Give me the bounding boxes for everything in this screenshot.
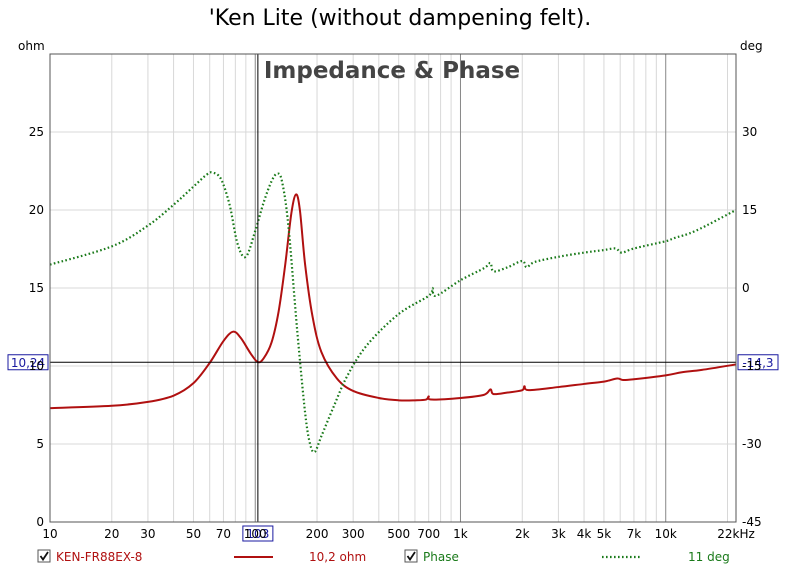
- legend-checkbox-phase-check: [406, 551, 416, 562]
- y-right-tick-label: -30: [742, 437, 762, 451]
- x-tick-label: 10: [42, 527, 57, 541]
- impedance-curve: [49, 193, 737, 410]
- x-tick-label: 2k: [515, 527, 530, 541]
- legend-impedance-name: KEN-FR88EX-8: [56, 550, 142, 564]
- x-tick-label: 70: [216, 527, 231, 541]
- cursor-layer[interactable]: 10,24 -14,3 103: [7, 54, 779, 542]
- legend: KEN-FR88EX-8 10,2 ohm Phase 11 deg: [37, 549, 730, 564]
- y-left-tick-label: 20: [29, 203, 44, 217]
- cursor-y-left-label: 10,24: [11, 356, 45, 370]
- x-tick-label: 22kHz: [717, 527, 755, 541]
- cursor-x-label-box: [242, 525, 274, 542]
- x-tick-label: 500: [387, 527, 410, 541]
- x-tick-label: 20: [104, 527, 119, 541]
- cursor-x-label: 103: [246, 527, 269, 541]
- legend-checkbox-impedance-check: [39, 551, 49, 562]
- x-tick-label: 7k: [627, 527, 642, 541]
- y-right-tick-label: 15: [742, 203, 757, 217]
- x-tick-label: 4k: [577, 527, 592, 541]
- x-tick-label: 3k: [551, 527, 566, 541]
- x-tick-label: 30: [140, 527, 155, 541]
- y-right-unit-label: deg: [740, 39, 763, 53]
- y-left-tick-label: 25: [29, 125, 44, 139]
- y-left-tick-labels: 0 5 10 15 20 25: [29, 125, 44, 529]
- x-tick-label: 1k: [453, 527, 468, 541]
- chart-title: Impedance & Phase: [264, 58, 520, 84]
- plot-frame: [49, 53, 737, 523]
- x-tick-label: 300: [342, 527, 365, 541]
- legend-checkbox-impedance: [37, 549, 51, 563]
- y-right-tick-label: -15: [742, 359, 762, 373]
- y-left-tick-label: 10: [29, 359, 44, 373]
- y-right-tick-label: -45: [742, 515, 762, 529]
- phase-curve: [49, 171, 737, 454]
- y-left-tick-label: 15: [29, 281, 44, 295]
- x-tick-label: 100: [244, 527, 267, 541]
- y-left-tick-label: 5: [36, 437, 44, 451]
- cursor-y-right-label-box: [737, 354, 779, 371]
- y-left-unit-label: ohm: [18, 39, 45, 53]
- legend-phase-value: 11 deg: [688, 550, 730, 564]
- cursor-y-left-label-box: [7, 354, 49, 371]
- x-tick-label: 50: [186, 527, 201, 541]
- series-layer: [49, 171, 737, 454]
- x-tick-label: 5k: [597, 527, 612, 541]
- legend-phase-name: Phase: [423, 550, 459, 564]
- y-right-tick-label: 0: [742, 281, 750, 295]
- legend-checkbox-phase: [404, 549, 418, 563]
- x-tick-label: 10k: [655, 527, 677, 541]
- x-tick-labels: 10 20 30 50 70 100 200 300 500 700 1k 2k 3k 4k 5k 7k 10k…: [42, 527, 754, 541]
- page-title: 'Ken Lite (without dampening felt).: [208, 6, 592, 31]
- y-right-tick-labels: -45 -30 -15 0 15 30: [742, 125, 762, 529]
- x-tick-label: 200: [306, 527, 329, 541]
- cursor-y-right-label: -14,3: [742, 356, 773, 370]
- y-right-tick-label: 30: [742, 125, 757, 139]
- legend-impedance-value: 10,2 ohm: [309, 550, 366, 564]
- y-left-tick-label: 0: [36, 515, 44, 529]
- x-tick-label: 700: [417, 527, 440, 541]
